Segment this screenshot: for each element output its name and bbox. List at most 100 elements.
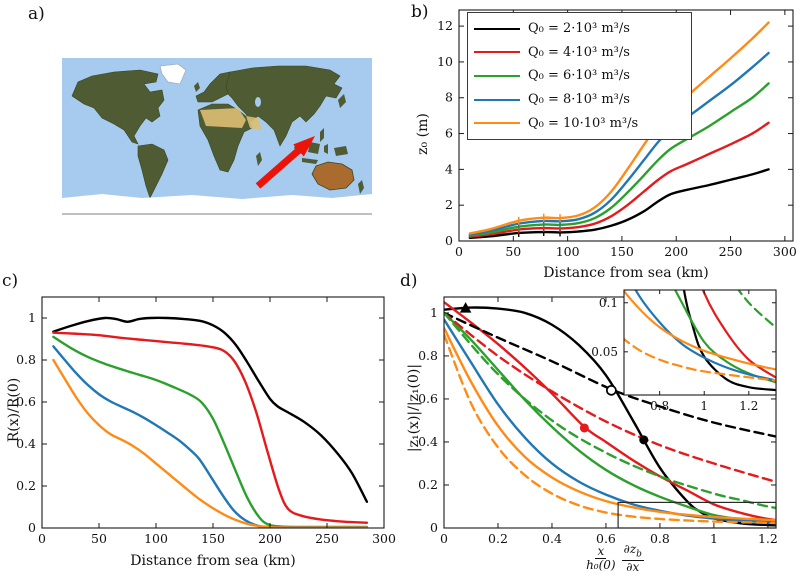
map-sahara (200, 108, 246, 128)
x-tick-label: 1.2 (758, 531, 778, 546)
series-R-Q0-6e3 (52, 335, 369, 529)
panel-d-chart: 0 0.2 0.4 0.6 0.8 1 1.2 0 0.2 0.4 0.6 0.8 1 0.8 1 1.2 0.… (418, 289, 778, 546)
map-australia (311, 161, 355, 191)
x-tick-label: 1.2 (739, 399, 758, 413)
series-z1-dashed-black (443, 311, 777, 438)
series-z1-dashed-orange (623, 337, 777, 382)
panel-d-xlabel: x h₀(0) ∂zb ∂x (560, 542, 670, 575)
y-tick-label: 1 (28, 310, 36, 325)
map-greenland (159, 63, 187, 85)
zoom-box (617, 501, 777, 529)
x-tick-label: 150 (610, 244, 634, 259)
map-caspian-sea (255, 97, 261, 107)
x-tick-label: 300 (773, 244, 797, 259)
legend-entry: Q₀ = 8·10³ m³/s (474, 89, 685, 111)
map-borneo (308, 142, 320, 154)
series-R-Q0-10e3 (52, 358, 369, 529)
legend-line-swatch (474, 74, 520, 77)
legend-line-swatch (474, 27, 520, 30)
series-z1-dashed-red (443, 311, 777, 484)
fraction-denominator: h₀(0) (586, 558, 616, 573)
panel-c-xlabel: Distance from sea (km) (130, 553, 296, 569)
legend-label: Q₀ = 10·10³ m³/s (528, 115, 639, 131)
legend-line-swatch (474, 98, 520, 101)
y-tick-label: 6 (445, 126, 453, 141)
panel-c-ylabel: R(x)/R(0) (6, 377, 22, 443)
legend-label: Q₀ = 8·10³ m³/s (528, 92, 630, 108)
marker-circle (579, 423, 589, 433)
x-tick-label: 50 (505, 244, 521, 259)
series-z1-solid-orange (623, 289, 777, 371)
legend-line-swatch (474, 122, 520, 125)
series-z1-solid-red (443, 300, 777, 522)
legend-entry: Q₀ = 2·10³ m³/s (474, 18, 685, 40)
y-tick-label: 0 (430, 520, 438, 535)
y-tick-label: 1 (430, 305, 438, 320)
axes-frame (623, 289, 777, 396)
y-tick-label: 12 (437, 18, 453, 33)
series-Q0-10e3 (468, 21, 770, 235)
map-arabia (246, 116, 262, 130)
x-tick-label: 100 (556, 244, 580, 259)
x-tick-label: 0 (440, 531, 448, 546)
x-tick-label: 0.8 (650, 399, 669, 413)
y-tick-label: 0.2 (16, 478, 36, 493)
series-R-Q0-4e3 (52, 331, 369, 524)
location-arrow (255, 136, 315, 189)
y-tick-label: 0.1 (599, 296, 618, 310)
series-z1-solid-black (682, 289, 777, 392)
x-tick-label: 1 (700, 399, 708, 413)
legend-label: Q₀ = 4·10³ m³/s (528, 44, 630, 60)
panel-d-ylabel: |z₁(x)|/|z₁(0)| (406, 363, 422, 453)
series-z1-dashed-orange (443, 333, 777, 525)
panel-b-ylabel: z₀ (m) (415, 113, 431, 155)
legend-label: Q₀ = 2·10³ m³/s (528, 21, 630, 37)
panel-b-label: b) (411, 2, 429, 22)
legend-entry: Q₀ = 6·10³ m³/s (474, 65, 685, 87)
x-tick-label: 250 (315, 531, 339, 546)
legend-label: Q₀ = 6·10³ m³/s (528, 68, 630, 84)
axes-frame (443, 296, 777, 529)
fraction-numerator: x (595, 544, 607, 560)
series-z1-solid-green (673, 289, 777, 384)
marker-open-circle (605, 384, 617, 396)
y-tick-label: 0.6 (16, 394, 36, 409)
series-Q0-4e3 (468, 121, 770, 238)
y-tick-label: 0.4 (418, 434, 438, 449)
x-tick-label: 100 (144, 531, 168, 546)
x-tick-label: 1 (710, 531, 718, 546)
x-tick-label: 0.4 (542, 531, 562, 546)
y-tick-label: 0.4 (16, 436, 36, 451)
map-new-zealand (358, 180, 364, 194)
x-tick-label: 0.2 (488, 531, 508, 546)
series-R-Q0-8e3 (52, 345, 369, 529)
panel-d-xlabel-fraction-2: ∂zb ∂x (621, 542, 644, 575)
series-Q0-6e3 (468, 82, 770, 237)
map-asia (225, 65, 343, 147)
series-Q0-2e3 (468, 168, 770, 239)
x-tick-label: 200 (664, 244, 688, 259)
x-tick-label: 300 (372, 531, 396, 546)
x-tick-label: 250 (719, 244, 743, 259)
series-z1-solid-blue (634, 289, 777, 382)
series-z1-solid-orange (443, 326, 777, 522)
x-tick-label: 50 (91, 531, 107, 546)
y-tick-label: 2 (445, 197, 453, 212)
panel-d-xlabel-fraction-1: x h₀(0) (586, 544, 616, 573)
x-tick-label: 150 (201, 531, 225, 546)
map-antarctica (62, 194, 372, 208)
x-tick-label: 0 (38, 531, 46, 546)
y-tick-label: 0 (28, 520, 36, 535)
map-sulawesi (324, 144, 328, 154)
legend-entry: Q₀ = 10·10³ m³/s (474, 112, 685, 134)
series-Q0-8e3 (468, 51, 770, 236)
axes-frame (458, 9, 794, 242)
y-tick-label: 0.6 (418, 391, 438, 406)
x-tick-label: 200 (258, 531, 282, 546)
panel-c-chart: 0 50 100 150 200 250 300 0 0.2 0.4 0.6 0.8 1 (16, 296, 396, 546)
panel-a-label: a) (28, 4, 45, 24)
map-north-america (71, 69, 165, 145)
fraction-denominator: ∂x (626, 560, 640, 575)
y-tick-label: 0 (445, 233, 453, 248)
